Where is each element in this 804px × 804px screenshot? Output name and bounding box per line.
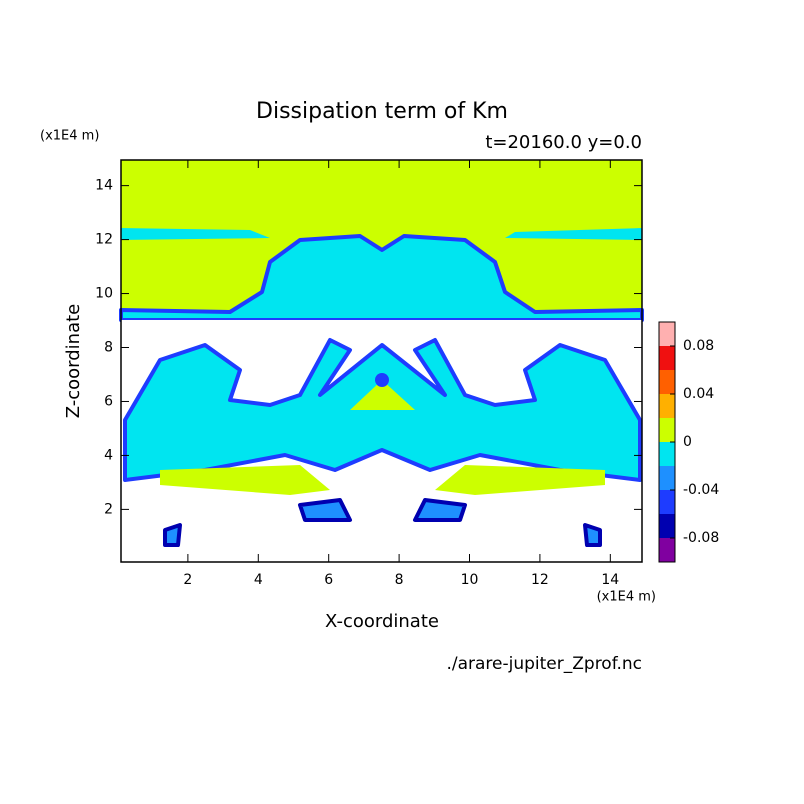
region [375, 373, 389, 387]
contour-field [119, 160, 644, 562]
colorbar-cell [659, 466, 675, 490]
x-axis-label: X-coordinate [325, 611, 439, 632]
x-tick-label: 8 [395, 572, 404, 588]
source-file: ./arare-jupiter_Zprof.nc [446, 654, 642, 674]
colorbar-cell [659, 346, 675, 370]
colorbar-cell [659, 490, 675, 514]
region [163, 498, 602, 547]
x-tick-label: 14 [601, 572, 619, 588]
y-tick-label: 8 [104, 340, 113, 356]
y-tick-label: 2 [104, 501, 113, 517]
colorbar-cell [659, 442, 675, 466]
colorbar-cell [659, 418, 675, 442]
y-tick-label: 12 [95, 232, 113, 248]
x-tick-label: 6 [324, 572, 333, 588]
colorbar-tick-label: -0.08 [683, 530, 719, 546]
x-tick-label: 10 [461, 572, 479, 588]
colorbar-tick-label: 0.08 [683, 338, 714, 354]
colorbar-cell [659, 370, 675, 394]
y-axis-label: Z-coordinate [63, 304, 84, 419]
x-tick-label: 4 [254, 572, 263, 588]
y-tick-label: 14 [95, 178, 113, 194]
colorbar-cell [659, 394, 675, 418]
y-tick-label: 4 [104, 447, 113, 463]
x-tick-label: 12 [531, 572, 549, 588]
region [121, 228, 642, 240]
region [160, 380, 605, 495]
chart-title: Dissipation term of Km [256, 99, 508, 124]
colorbar-tick-label: -0.04 [683, 482, 719, 498]
y-units: (x1E4 m) [40, 129, 99, 144]
plot-frame [120, 159, 643, 563]
y-tick-label: 6 [104, 393, 113, 409]
x-tick-label: 2 [183, 572, 192, 588]
colorbar-tick-label: 0 [683, 434, 692, 450]
colorbar-cell [659, 538, 675, 562]
y-tick-label: 10 [95, 286, 113, 302]
colorbar-cell [659, 514, 675, 538]
colorbar-cell [659, 322, 675, 346]
colorbar-tick-label: 0.04 [683, 386, 714, 402]
chart-subtitle: t=20160.0 y=0.0 [485, 132, 642, 153]
x-units: (x1E4 m) [597, 590, 656, 605]
